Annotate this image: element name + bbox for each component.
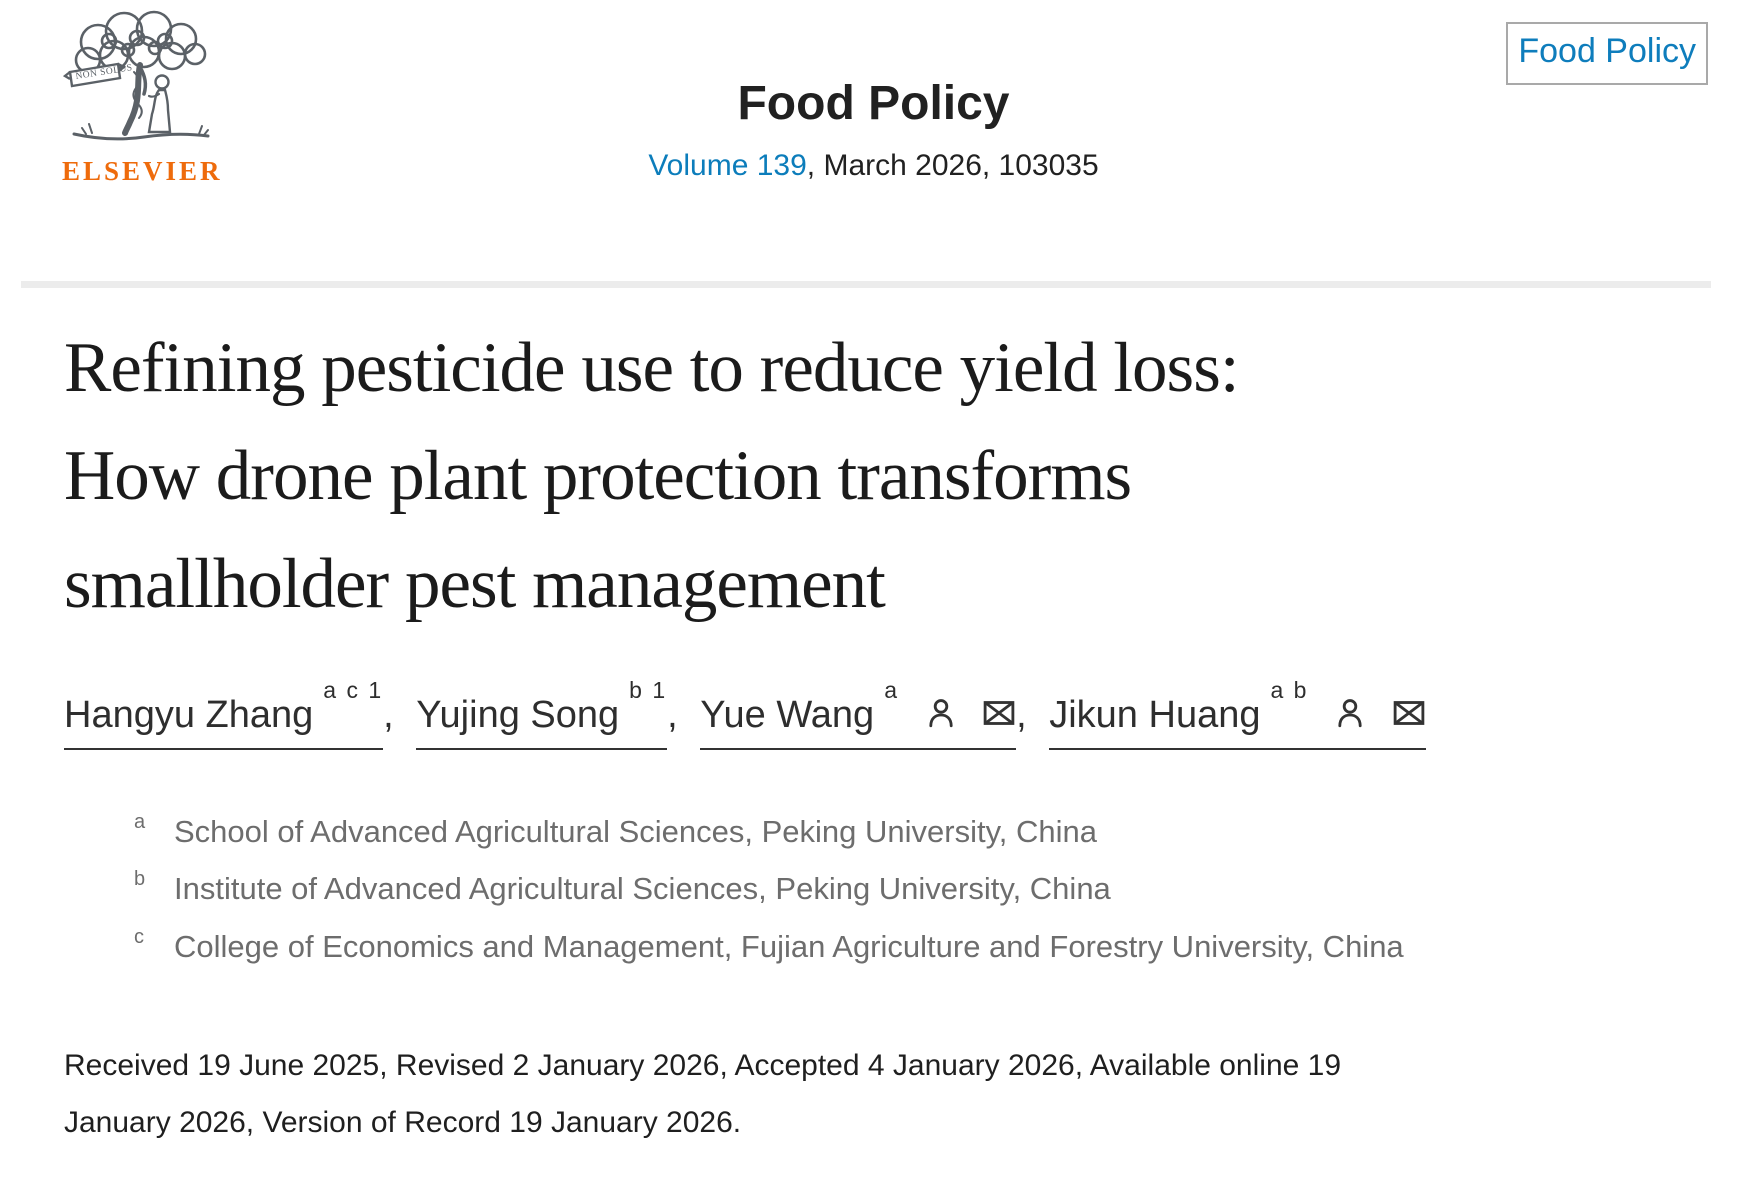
author-link-yujing-song[interactable]: Yujing Song b 1 (416, 677, 668, 751)
author-entry: Yujing Song b 1 , (416, 677, 700, 751)
journal-cover-badge[interactable]: Food Policy (1506, 22, 1708, 85)
elsevier-wordmark[interactable]: ELSEVIER (62, 156, 223, 186)
elsevier-logo[interactable]: NON SOLUS ELSEVIER (62, 10, 220, 187)
article-title-line: Refining pesticide use to reduce yield l… (64, 329, 1240, 407)
author-separator: , (383, 694, 405, 736)
article-title-line: How drone plant protection transforms (64, 437, 1132, 515)
dates-line: January 2026, Version of Record 19 Janua… (64, 1106, 742, 1140)
affiliation-sup: b (134, 868, 146, 891)
article-history-dates: Received 19 June 2025, Revised 2 January… (64, 1037, 1564, 1152)
author-link-jikun-huang[interactable]: Jikun Huang a b (1049, 677, 1426, 751)
article-title: Refining pesticide use to reduce yield l… (64, 314, 1691, 638)
envelope-icon[interactable] (982, 696, 1016, 730)
dates-line: Received 19 June 2025, Revised 2 January… (64, 1048, 1342, 1082)
person-icon[interactable] (924, 696, 958, 730)
author-separator: , (667, 694, 689, 736)
envelope-icon[interactable] (1392, 696, 1426, 730)
affiliation-text: Institute of Advanced Agricultural Scien… (174, 871, 1111, 907)
author-affiliation-sup: a c 1 (323, 677, 384, 704)
elsevier-tree-icon: NON SOLUS (62, 10, 210, 141)
affiliation-text: School of Advanced Agricultural Sciences… (174, 814, 1098, 850)
author-affiliation-sup: a (884, 677, 899, 704)
volume-link[interactable]: Volume 139 (648, 149, 807, 183)
author-affiliation-sup: b 1 (629, 677, 668, 704)
author-list: Hangyu Zhang a c 1 , Yujing Song b 1 , Yue… (64, 677, 1691, 751)
affiliation-list: a School of Advanced Agricultural Science… (134, 810, 1691, 965)
author-link-yue-wang[interactable]: Yue Wang a (700, 677, 1017, 751)
article-title-line: smallholder pest management (64, 545, 886, 623)
author-entry: Yue Wang a , (700, 677, 1049, 751)
author-name: Yue Wang (700, 694, 875, 736)
journal-banner: NON SOLUS ELSEVIER Food Policy Volume 13… (0, 0, 1747, 281)
author-name: Yujing Song (416, 694, 620, 736)
affiliation-row: c College of Economics and Management, Fu… (134, 925, 1691, 965)
author-affiliation-sup: a b (1270, 677, 1309, 704)
person-icon[interactable] (1333, 696, 1367, 730)
author-name: Hangyu Zhang (64, 694, 314, 736)
article-main: Refining pesticide use to reduce yield l… (0, 314, 1747, 1152)
section-divider (21, 281, 1711, 288)
author-link-hangyu-zhang[interactable]: Hangyu Zhang a c 1 (64, 677, 384, 751)
author-separator: , (1016, 694, 1038, 736)
author-entry: Hangyu Zhang a c 1 , (64, 677, 416, 751)
affiliation-text: College of Economics and Management, Fuj… (174, 928, 1404, 964)
affiliation-sup: a (134, 811, 146, 834)
author-name: Jikun Huang (1049, 694, 1261, 736)
journal-title: Food Policy (737, 77, 1010, 130)
affiliation-sup: c (134, 925, 144, 948)
affiliation-row: b Institute of Advanced Agricultural Scie… (134, 867, 1691, 907)
issue-suffix: , March 2026, 103035 (806, 149, 1099, 183)
affiliation-row: a School of Advanced Agricultural Science… (134, 810, 1691, 850)
journal-header-center: Food Policy Volume 139, March 2026, 1030… (0, 0, 1747, 183)
journal-issue-line: Volume 139, March 2026, 103035 (0, 149, 1747, 183)
author-entry: Jikun Huang a b (1049, 677, 1437, 751)
